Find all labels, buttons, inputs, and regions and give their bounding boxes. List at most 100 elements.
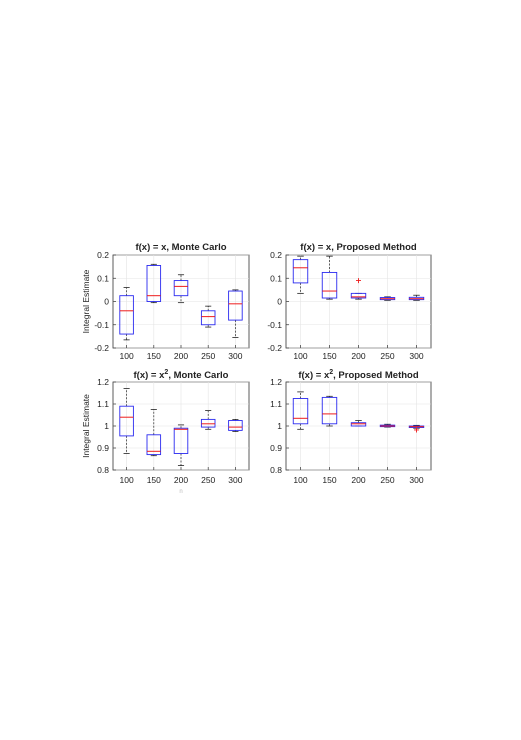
- box-250: [379, 296, 396, 301]
- y-tick-label: 1.2: [270, 377, 282, 387]
- x-tick-label: 200: [351, 475, 365, 485]
- x-tick-label: 150: [147, 351, 161, 361]
- x-tick-label: 150: [322, 475, 336, 485]
- y-tick-label: 1.1: [97, 399, 109, 409]
- y-tick-label: -0.1: [267, 320, 282, 330]
- chart-title-suffix: , Proposed Method: [333, 370, 419, 381]
- y-tick-label: 0.8: [97, 465, 109, 475]
- y-tick-label: 0: [277, 297, 282, 307]
- x-tick-label: 300: [228, 351, 242, 361]
- box-iqr: [350, 422, 367, 427]
- box-100: [292, 391, 309, 430]
- box-100: [119, 388, 134, 454]
- x-tick-label: 200: [174, 351, 188, 361]
- y-axis-label: Integral Estimate: [81, 269, 91, 333]
- box-300: [228, 289, 243, 338]
- box-200: [350, 278, 367, 300]
- chart-panel-2: -0.2 -0.1 0 0.1 0.2 100 150 200 250 300 f(x) = x, …: [267, 242, 432, 361]
- box-250: [200, 305, 216, 328]
- y-tick-label: -0.2: [267, 343, 282, 353]
- x-axis-label-stub: n: [179, 489, 182, 495]
- y-tick-label: 0.8: [270, 465, 282, 475]
- x-tick-label: 100: [120, 351, 134, 361]
- chart-panel-1: -0.2 -0.1 0 0.1 0.2 100 150 200 250 300 f(x) = x, …: [81, 242, 250, 361]
- y-tick-label: 0: [104, 297, 109, 307]
- box-iqr: [228, 290, 243, 321]
- box-200: [350, 420, 367, 427]
- x-tick-label: 100: [120, 475, 134, 485]
- x-tick-label: 300: [409, 351, 423, 361]
- chart-title-prefix: f(x) = x: [298, 370, 330, 381]
- box-iqr: [321, 271, 338, 299]
- box-iqr: [350, 292, 367, 299]
- outlier-marker: [414, 427, 419, 433]
- x-tick-label: 250: [380, 351, 394, 361]
- box-iqr: [292, 259, 309, 284]
- x-tick-label: 300: [228, 475, 242, 485]
- chart-title: f(x) = x2, Monte Carlo: [134, 369, 229, 381]
- x-tick-label: 250: [201, 475, 215, 485]
- box-iqr: [146, 265, 162, 302]
- box-150: [146, 263, 162, 304]
- y-tick-label: 0.2: [97, 250, 109, 260]
- box-300: [408, 424, 425, 433]
- x-tick-label: 100: [293, 475, 307, 485]
- y-tick-label: 1.1: [270, 399, 282, 409]
- x-tick-label: 150: [322, 351, 336, 361]
- box-iqr: [173, 280, 189, 297]
- box-iqr: [119, 405, 134, 437]
- x-tick-label: 200: [174, 475, 188, 485]
- box-iqr: [200, 418, 216, 428]
- x-tick-label: 300: [409, 475, 423, 485]
- box-iqr: [119, 295, 134, 335]
- box-iqr: [173, 427, 189, 454]
- box-250: [379, 423, 396, 428]
- x-tick-label: 100: [293, 351, 307, 361]
- box-100: [119, 287, 134, 341]
- chart-title: f(x) = x2, Proposed Method: [298, 369, 418, 381]
- box-300: [228, 418, 243, 432]
- y-tick-label: -0.2: [94, 343, 109, 353]
- box-300: [408, 294, 425, 301]
- y-tick-label: 1.2: [97, 377, 109, 387]
- box-150: [321, 395, 338, 427]
- box-100: [292, 255, 309, 294]
- box-iqr: [321, 396, 338, 425]
- y-tick-label: 0.1: [270, 273, 282, 283]
- chart-panel-3: 0.8 0.9 1 1.1 1.2 100 150 200 250 300 f(x) = x2, M…: [81, 369, 250, 485]
- x-tick-label: 250: [201, 351, 215, 361]
- chart-title-superscript: 2: [329, 369, 333, 376]
- y-tick-label: 1: [277, 421, 282, 431]
- box-iqr: [200, 310, 216, 326]
- chart-title-prefix: f(x) = x: [135, 242, 167, 253]
- box-150: [321, 255, 338, 300]
- chart-title-superscript: 2: [164, 369, 168, 376]
- y-tick-label: -0.1: [94, 320, 109, 330]
- y-tick-label: 0.9: [270, 443, 282, 453]
- y-tick-label: 0.1: [97, 273, 109, 283]
- outlier-marker: [356, 278, 361, 284]
- y-tick-label: 0.9: [97, 443, 109, 453]
- chart-title-suffix: , Monte Carlo: [168, 370, 228, 381]
- box-200: [173, 274, 189, 304]
- chart-title-suffix: , Proposed Method: [331, 242, 417, 253]
- chart-panel-4: 0.8 0.9 1 1.1 1.2 100 150 200 250 300 f(x) = x2, P…: [270, 369, 432, 485]
- box-iqr: [228, 420, 243, 431]
- chart-title: f(x) = x, Proposed Method: [300, 242, 417, 253]
- x-tick-label: 200: [351, 351, 365, 361]
- chart-title-prefix: f(x) = x: [134, 370, 166, 381]
- y-axis-label: Integral Estimate: [81, 394, 91, 458]
- box-250: [200, 410, 216, 430]
- x-tick-label: 250: [380, 475, 394, 485]
- y-tick-label: 1: [104, 421, 109, 431]
- box-200: [173, 424, 189, 467]
- chart-title-prefix: f(x) = x: [300, 242, 332, 253]
- x-tick-label: 150: [147, 475, 161, 485]
- chart-title-suffix: , Monte Carlo: [166, 242, 226, 253]
- box-iqr: [292, 398, 309, 425]
- box-iqr: [146, 434, 162, 456]
- box-150: [146, 409, 162, 457]
